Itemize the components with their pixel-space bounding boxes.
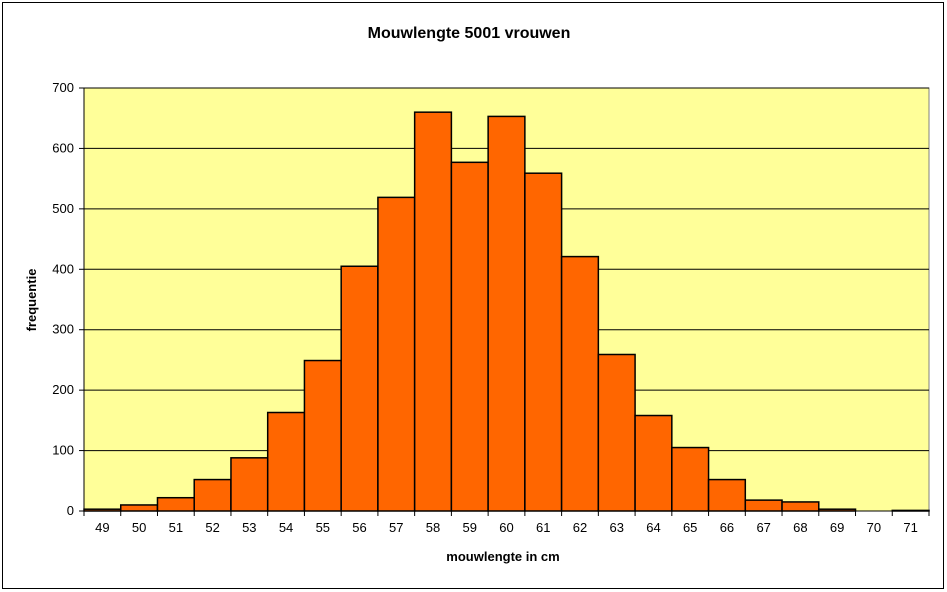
bar-50 — [119, 504, 159, 512]
bar-55 — [303, 359, 342, 512]
bar-58 — [413, 111, 453, 512]
y-tick-label: 100 — [52, 443, 74, 458]
x-tick-label: 51 — [169, 520, 183, 535]
x-tick-label: 64 — [646, 520, 660, 535]
x-tick-label: 60 — [499, 520, 513, 535]
x-tick-label: 61 — [536, 520, 550, 535]
x-tick-label: 63 — [609, 520, 623, 535]
bar-52 — [193, 478, 232, 512]
y-tick-label: 400 — [52, 261, 74, 276]
x-tick-label: 70 — [867, 520, 881, 535]
y-tick-label: 0 — [67, 503, 74, 518]
x-tick-label: 58 — [426, 520, 440, 535]
y-axis-label: frequentie — [24, 269, 39, 332]
bar-60 — [487, 115, 526, 512]
bar-57 — [377, 196, 416, 512]
x-tick-label: 57 — [389, 520, 403, 535]
bar-59 — [450, 161, 489, 512]
y-tick-label: 300 — [52, 322, 74, 337]
bar-63 — [597, 353, 636, 512]
bar-54 — [266, 411, 306, 512]
x-tick-label: 69 — [830, 520, 844, 535]
x-tick-label: 65 — [683, 520, 697, 535]
y-axis-ticks: 0 100 200 300 400 500 600 700 — [52, 80, 84, 518]
bar-67 — [744, 499, 783, 512]
x-tick-label: 71 — [903, 520, 917, 535]
x-tick-label: 49 — [95, 520, 109, 535]
x-tick-label: 54 — [279, 520, 293, 535]
x-axis-label: mouwlengte in cm — [446, 549, 559, 564]
x-tick-label: 55 — [316, 520, 330, 535]
bar-51 — [156, 496, 195, 512]
y-tick-label: 500 — [52, 201, 74, 216]
bar-68 — [781, 501, 820, 512]
x-axis-ticks: 49 50 51 52 53 54 55 56 57 58 59 60 61 62 63 64 65 66 67 68… — [83, 511, 930, 535]
x-tick-label: 68 — [793, 520, 807, 535]
y-tick-label: 600 — [52, 140, 74, 155]
bar-64 — [634, 414, 673, 512]
y-tick-label: 700 — [52, 80, 74, 95]
x-tick-label: 52 — [205, 520, 219, 535]
chart-title: Mouwlengte 5001 vrouwen — [368, 25, 571, 42]
x-tick-label: 62 — [573, 520, 587, 535]
x-tick-label: 56 — [352, 520, 366, 535]
bar-53 — [230, 457, 269, 512]
bar-62 — [560, 255, 600, 512]
x-tick-label: 67 — [756, 520, 770, 535]
x-tick-label: 53 — [242, 520, 256, 535]
bar-65 — [671, 446, 710, 512]
bars — [83, 111, 930, 512]
x-tick-label: 50 — [132, 520, 146, 535]
bar-61 — [524, 172, 563, 512]
x-tick-label: 59 — [463, 520, 477, 535]
bar-56 — [340, 265, 379, 512]
bar-66 — [707, 478, 747, 512]
y-tick-label: 200 — [52, 382, 74, 397]
x-tick-label: 66 — [720, 520, 734, 535]
